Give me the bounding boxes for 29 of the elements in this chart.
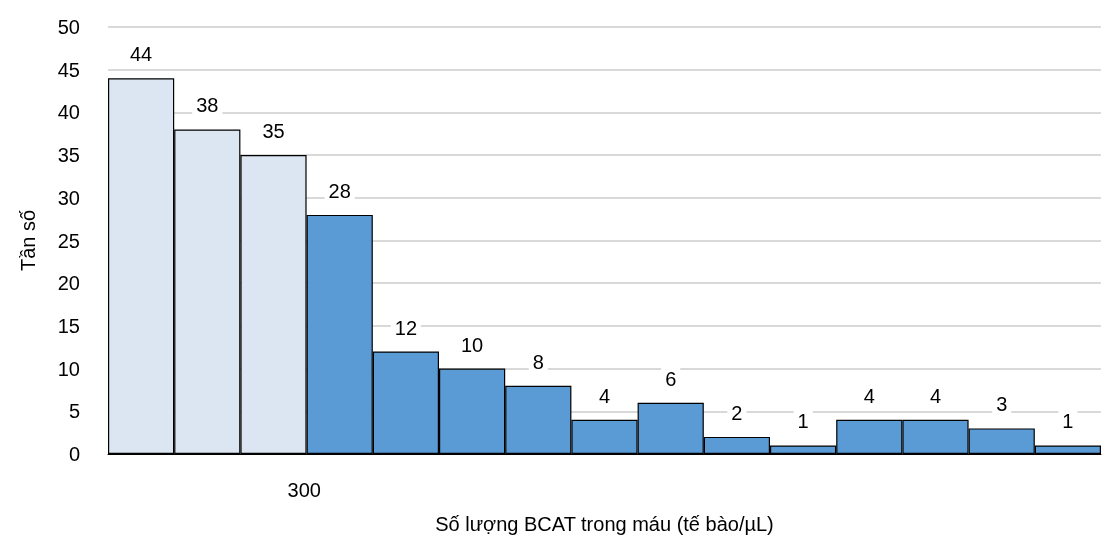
- data-label: 1: [1062, 410, 1074, 433]
- data-label: 44: [129, 43, 153, 66]
- data-label: 28: [328, 179, 351, 202]
- x-axis-title: Số lượng BCAT trong máu (tế bào/µL): [435, 513, 774, 535]
- data-label: 6: [665, 367, 677, 390]
- data-label: 8: [532, 350, 544, 373]
- data-label: 2: [731, 401, 743, 424]
- data-label: 10: [460, 333, 484, 356]
- y-tick-label: 15: [57, 314, 80, 337]
- y-tick-label: 5: [68, 400, 80, 423]
- data-label: 12: [394, 316, 418, 339]
- y-tick-label: 10: [57, 357, 80, 380]
- data-label: 4: [929, 384, 942, 407]
- data-label: 4: [863, 384, 875, 407]
- data-label: 3: [996, 393, 1008, 416]
- y-tick-label: 20: [57, 272, 80, 295]
- y-tick-label: 25: [57, 229, 80, 252]
- y-tick-label: 35: [57, 144, 80, 167]
- data-label: 35: [262, 120, 285, 143]
- data-label: 1: [797, 410, 809, 433]
- data-label: 4: [598, 384, 611, 407]
- y-tick-label: 40: [57, 101, 80, 124]
- text: 300: [287, 479, 321, 501]
- y-tick-label: 0: [68, 443, 80, 465]
- y-axis-title: Tần số: [17, 209, 39, 272]
- y-tick-label: 50: [57, 16, 80, 38]
- y-tick-label: 30: [57, 186, 80, 209]
- data-label: 38: [196, 94, 219, 117]
- y-tick-label: 45: [57, 58, 80, 81]
